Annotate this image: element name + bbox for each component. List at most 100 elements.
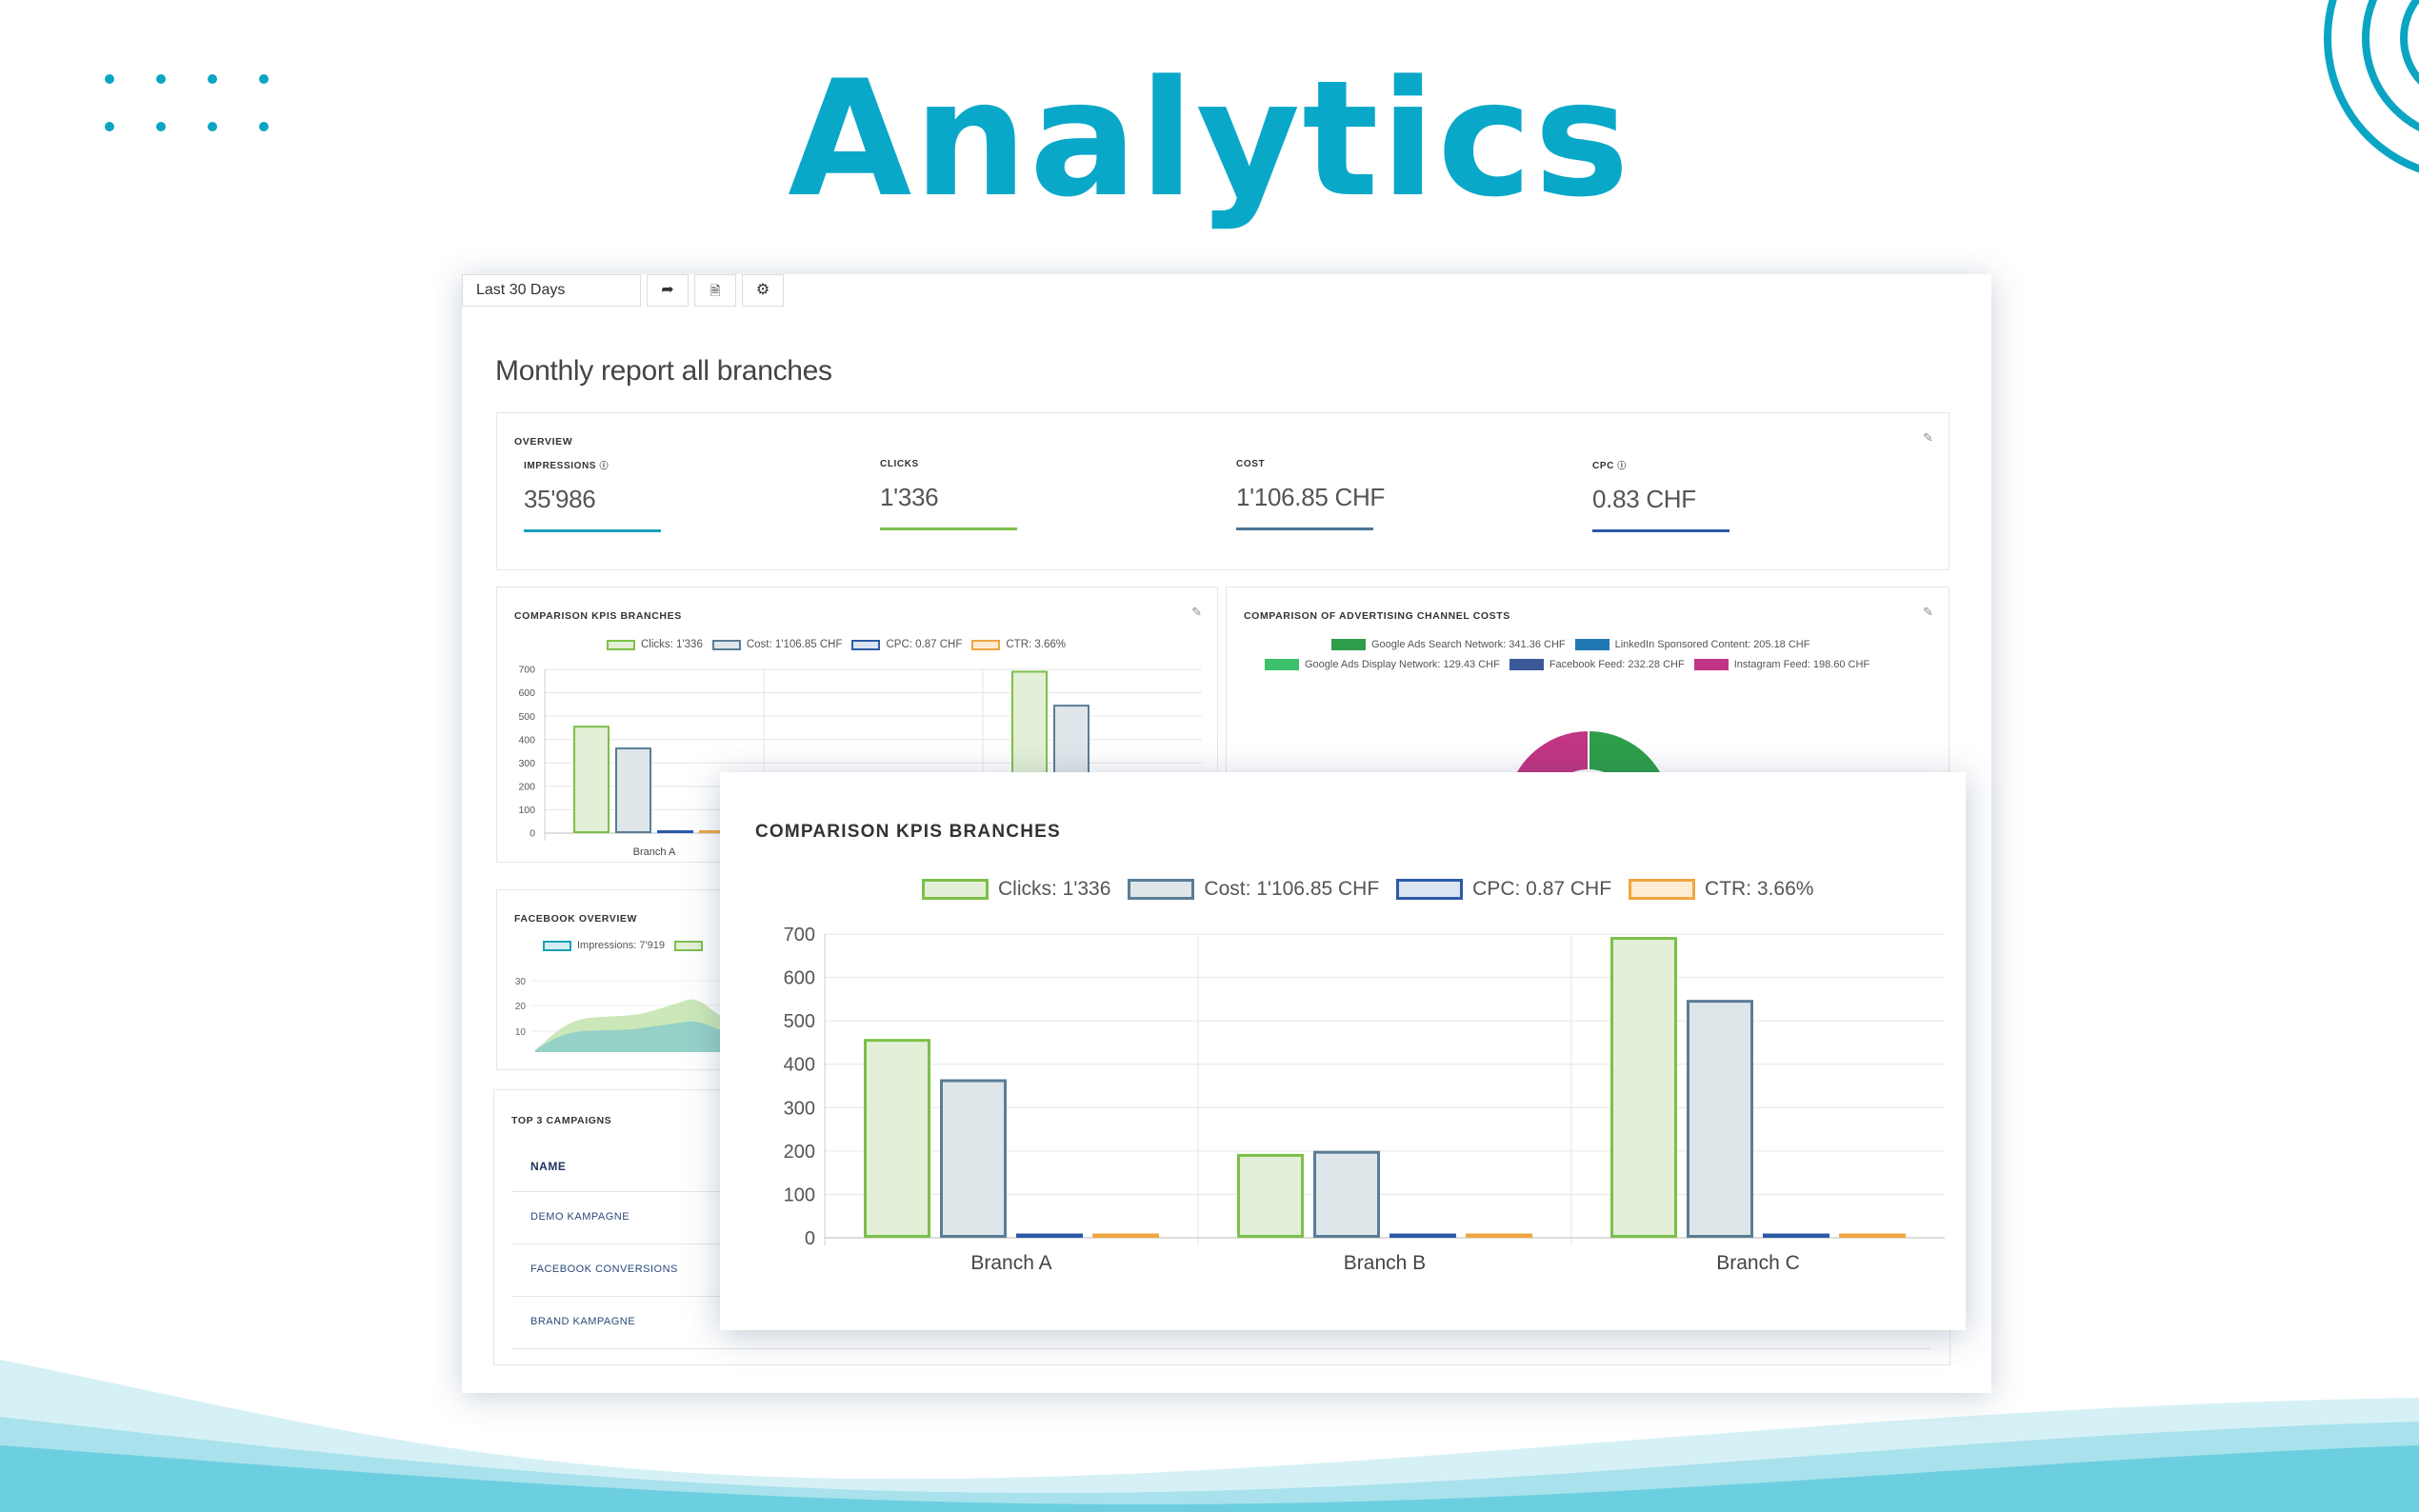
y-tick-label: 200 (784, 1142, 815, 1163)
y-tick-label: 500 (518, 711, 535, 723)
zoom-bar-chart: 0 100 200 300 400 500 600 700 Branch A Branch B Br… (784, 925, 1945, 1274)
y-tick-label: 400 (518, 734, 535, 746)
kpi-clicks: CLICKS 1'336 (880, 459, 1166, 530)
x-category-label: Branch A (633, 846, 676, 858)
kpi-value: 0.83 CHF (1592, 485, 1696, 513)
y-tick-label: 100 (784, 1184, 815, 1205)
y-tick-label: 0 (805, 1228, 815, 1249)
facebook-legend: Impressions: 7'919 (543, 940, 703, 951)
kpi-label: CLICKS (880, 459, 919, 469)
legend-item[interactable]: Clicks: 1'336 (922, 878, 1110, 901)
legend-item[interactable]: Impressions: 7'919 (543, 940, 665, 951)
kpi-label: CPC (1592, 461, 1614, 471)
edit-pencil-icon[interactable]: ✎ (1923, 430, 1933, 445)
bar (1389, 1233, 1456, 1238)
overview-title: OVERVIEW (514, 436, 573, 448)
overview-panel: OVERVIEW ✎ IMPRESSIONS ⓘ 35'986 CLICKS 1… (496, 412, 1949, 570)
legend-item[interactable] (673, 940, 703, 951)
legend-item[interactable]: CPC: 0.87 CHF (851, 639, 962, 650)
bar (864, 1039, 930, 1238)
campaign-row[interactable]: BRAND KAMPAGNE (530, 1316, 636, 1327)
kpi-underline (1236, 527, 1373, 530)
y-tick-label: 400 (784, 1055, 815, 1076)
kpi-cost: COST 1'106.85 CHF (1236, 459, 1522, 530)
kpi-value: 1'106.85 CHF (1236, 483, 1386, 511)
top-campaigns-title: TOP 3 CAMPAIGNS (511, 1115, 612, 1126)
pdf-icon: 🗎 (710, 283, 721, 298)
y-tick-label: 0 (530, 828, 535, 840)
bar (1466, 1233, 1532, 1238)
decorative-waves (0, 1360, 2419, 1512)
channel-legend-row-2: Google Ads Display Network: 129.43 CHF F… (1265, 659, 1869, 670)
date-range-select[interactable]: Last 30 Days (462, 274, 641, 307)
y-tick-label: 500 (784, 1011, 815, 1032)
gear-icon: ⚙ (755, 282, 770, 298)
facebook-overview-title: FACEBOOK OVERVIEW (514, 913, 638, 925)
legend-item[interactable]: Google Ads Search Network: 341.36 CHF (1331, 639, 1566, 650)
edit-pencil-icon[interactable]: ✎ (1191, 605, 1202, 619)
bar (940, 1079, 1007, 1238)
info-icon[interactable]: ⓘ (599, 461, 610, 470)
kpi-cpc: CPC ⓘ 0.83 CHF (1592, 459, 1878, 532)
campaign-row[interactable]: FACEBOOK CONVERSIONS (530, 1263, 678, 1275)
zoom-chart-title: COMPARISON KPIS BRANCHES (755, 822, 1061, 842)
svg-text:20: 20 (515, 1002, 527, 1012)
y-tick-label: 600 (518, 687, 535, 699)
kpi-value: 1'336 (880, 483, 939, 511)
facebook-yticks: 30 20 10 (515, 977, 527, 1038)
legend-item[interactable]: Cost: 1'106.85 CHF (1128, 878, 1379, 901)
kpi-underline (1592, 529, 1729, 532)
legend-item[interactable]: CTR: 3.66% (1629, 878, 1813, 901)
bar (615, 747, 651, 833)
y-tick-label: 300 (518, 758, 535, 769)
bar (1839, 1233, 1906, 1238)
y-tick-label: 300 (784, 1098, 815, 1119)
share-button[interactable]: ➦ (647, 274, 689, 307)
pdf-export-button[interactable]: 🗎 (694, 274, 736, 307)
kpi-value: 35'986 (524, 485, 596, 513)
channel-legend-row-1: Google Ads Search Network: 341.36 CHF Li… (1331, 639, 1809, 650)
y-tick-label: 200 (518, 782, 535, 793)
svg-text:30: 30 (515, 977, 527, 987)
y-tick-label: 700 (784, 925, 815, 945)
kpi-underline (524, 529, 661, 532)
svg-text:10: 10 (515, 1027, 527, 1038)
campaign-name-header[interactable]: NAME (530, 1160, 567, 1173)
info-icon[interactable]: ⓘ (1617, 461, 1627, 470)
bar (1092, 1233, 1159, 1238)
bar (1313, 1150, 1380, 1238)
x-category-label: Branch A (970, 1252, 1051, 1274)
decorative-dots (105, 74, 276, 131)
legend-item[interactable]: LinkedIn Sponsored Content: 205.18 CHF (1574, 639, 1809, 650)
x-category-label: Branch B (1344, 1252, 1426, 1274)
channel-costs-title: COMPARISON OF ADVERTISING CHANNEL COSTS (1244, 610, 1510, 622)
legend-item[interactable]: CPC: 0.87 CHF (1396, 878, 1611, 901)
kpi-branches-title: COMPARISON KPIS BRANCHES (514, 610, 682, 622)
campaign-row[interactable]: DEMO KAMPAGNE (530, 1211, 630, 1223)
bar (573, 726, 610, 833)
legend-item[interactable]: Cost: 1'106.85 CHF (711, 639, 842, 650)
y-tick-label: 700 (518, 665, 535, 676)
share-icon: ➦ (661, 282, 674, 298)
facebook-area-chart: 30 20 10 (515, 977, 745, 1052)
kpi-label: IMPRESSIONS (524, 461, 597, 471)
legend-item[interactable]: Clicks: 1'336 (607, 639, 703, 650)
settings-button[interactable]: ⚙ (742, 274, 784, 307)
bar (657, 830, 693, 833)
bar (1687, 1000, 1753, 1238)
kpi-label: COST (1236, 459, 1266, 469)
kpi-underline (880, 527, 1017, 530)
facebook-overview-panel: FACEBOOK OVERVIEW Impressions: 7'919 30 … (496, 889, 745, 1070)
kpi-impressions: IMPRESSIONS ⓘ 35'986 (524, 459, 810, 532)
hero-title: Analytics (788, 46, 1631, 232)
zoom-chart-legend: Clicks: 1'336 Cost: 1'106.85 CHF CPC: 0.… (922, 878, 1813, 901)
y-tick-label: 600 (784, 968, 815, 989)
legend-item[interactable]: Google Ads Display Network: 129.43 CHF (1265, 659, 1500, 670)
legend-item[interactable]: CTR: 3.66% (971, 639, 1066, 650)
legend-item[interactable]: Facebook Feed: 232.28 CHF (1509, 659, 1685, 670)
edit-pencil-icon[interactable]: ✎ (1923, 605, 1933, 619)
bar (1610, 937, 1677, 1239)
bar (1237, 1153, 1304, 1238)
legend-item[interactable]: Instagram Feed: 198.60 CHF (1693, 659, 1869, 670)
bar (1763, 1233, 1829, 1238)
